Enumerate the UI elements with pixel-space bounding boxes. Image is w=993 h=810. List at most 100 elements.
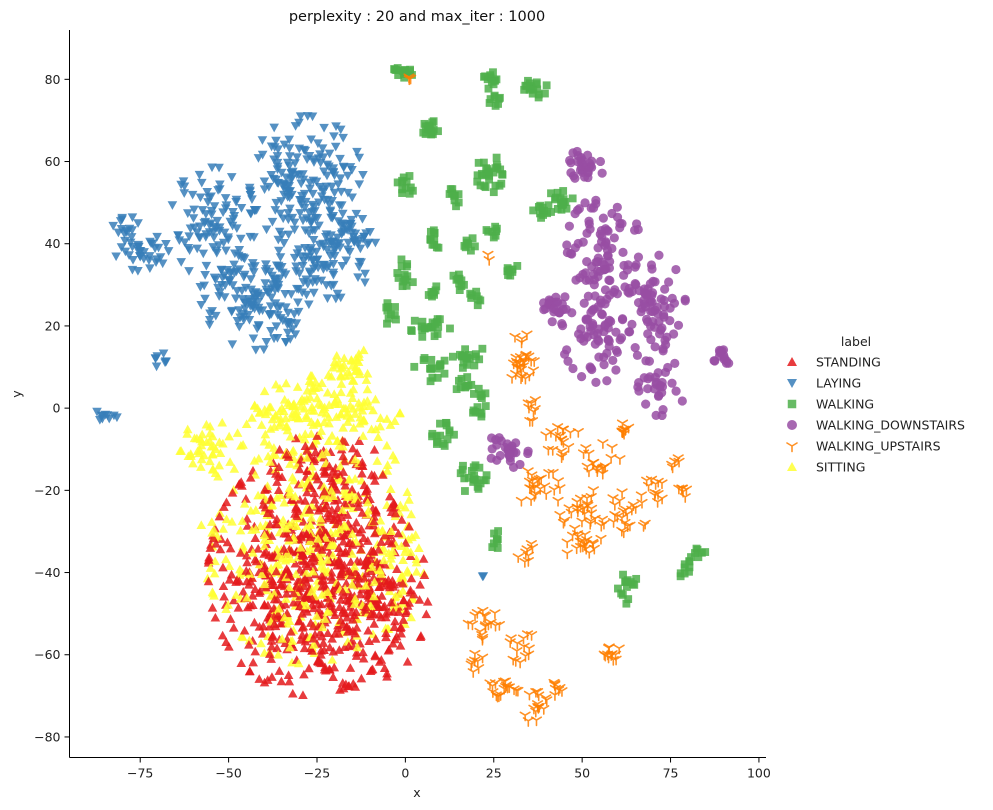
point-sitting <box>287 636 298 645</box>
point-sitting <box>271 560 282 569</box>
point-sitting <box>242 592 252 602</box>
point-walking-downstairs <box>647 264 657 274</box>
point-sitting <box>209 590 219 600</box>
legend-marker-laying <box>787 379 797 388</box>
point-standing <box>301 529 312 538</box>
point-standing <box>374 657 385 666</box>
point-walking-upstairs <box>554 484 566 495</box>
point-sitting <box>377 525 388 535</box>
point-walking <box>445 428 454 437</box>
point-laying <box>133 219 143 228</box>
point-standing <box>284 676 295 686</box>
point-walking <box>479 158 488 167</box>
point-sitting <box>207 449 218 458</box>
point-laying <box>304 246 315 256</box>
point-standing <box>275 580 286 589</box>
point-standing <box>304 663 314 673</box>
point-sitting <box>353 398 364 407</box>
point-laying <box>343 171 353 181</box>
point-laying <box>161 240 171 249</box>
point-walking <box>398 189 407 197</box>
point-sitting <box>195 445 205 454</box>
point-walking <box>407 327 416 335</box>
point-laying <box>279 140 290 150</box>
point-laying <box>227 306 237 316</box>
point-standing <box>339 560 350 570</box>
point-sitting <box>328 550 338 560</box>
point-standing <box>390 616 400 626</box>
point-standing <box>393 528 404 538</box>
point-standing <box>367 664 378 674</box>
point-standing <box>396 628 406 638</box>
point-sitting <box>265 457 275 466</box>
point-walking-downstairs <box>633 252 644 262</box>
point-sitting <box>196 462 206 471</box>
point-sitting <box>259 530 270 540</box>
point-standing <box>342 612 352 622</box>
point-laying <box>322 294 333 303</box>
point-laying <box>343 188 353 198</box>
point-laying <box>285 187 296 196</box>
point-standing <box>272 514 282 524</box>
point-standing <box>294 616 305 625</box>
point-laying <box>245 190 256 200</box>
point-sitting <box>386 526 397 536</box>
point-standing <box>288 588 299 598</box>
point-walking-upstairs <box>540 431 552 442</box>
point-walking <box>452 385 461 394</box>
point-sitting <box>215 448 226 458</box>
y-tick-label: 0 <box>53 401 61 416</box>
point-walking <box>691 549 699 557</box>
point-sitting <box>282 618 292 628</box>
point-standing <box>381 612 391 622</box>
point-laying <box>336 187 347 197</box>
point-walking-downstairs <box>570 209 580 219</box>
point-standing <box>233 603 244 612</box>
point-sitting <box>297 478 307 488</box>
point-walking-upstairs <box>639 519 651 530</box>
point-sitting <box>273 649 284 659</box>
point-walking <box>473 403 482 412</box>
point-laying <box>195 193 206 203</box>
point-laying <box>209 202 220 211</box>
point-sitting <box>350 409 360 418</box>
point-sitting <box>201 419 212 429</box>
point-laying <box>195 282 206 292</box>
point-walking-downstairs <box>630 262 640 272</box>
point-sitting <box>319 563 329 573</box>
point-walking <box>541 89 549 98</box>
y-tick-label: −60 <box>34 647 60 662</box>
point-sitting <box>323 436 334 446</box>
point-walking-upstairs <box>557 518 570 529</box>
point-walking <box>467 466 476 475</box>
point-standing <box>295 565 305 574</box>
point-walking-upstairs <box>667 463 679 474</box>
y-tick-label: 20 <box>45 318 61 333</box>
point-standing <box>335 569 346 579</box>
point-sitting <box>213 471 223 481</box>
point-sitting <box>366 424 377 434</box>
point-walking <box>455 286 464 295</box>
point-standing <box>262 508 273 517</box>
point-laying <box>246 285 256 295</box>
point-walking <box>473 171 482 180</box>
point-laying <box>225 269 235 278</box>
point-sitting <box>205 563 216 572</box>
point-laying <box>353 273 363 283</box>
point-walking-upstairs <box>541 696 553 707</box>
point-laying <box>160 357 171 367</box>
point-walking-downstairs <box>633 298 644 308</box>
point-walking-downstairs <box>582 228 592 238</box>
point-laying <box>335 243 345 253</box>
point-standing <box>266 641 277 651</box>
point-standing <box>374 582 384 591</box>
point-walking-downstairs <box>561 304 571 314</box>
point-sitting <box>254 408 265 417</box>
point-laying <box>335 125 346 135</box>
point-walking-downstairs <box>627 319 637 329</box>
point-laying <box>228 207 238 217</box>
point-sitting <box>224 561 235 571</box>
point-walking <box>430 235 439 244</box>
point-walking-upstairs <box>583 467 595 478</box>
point-laying <box>313 139 323 149</box>
